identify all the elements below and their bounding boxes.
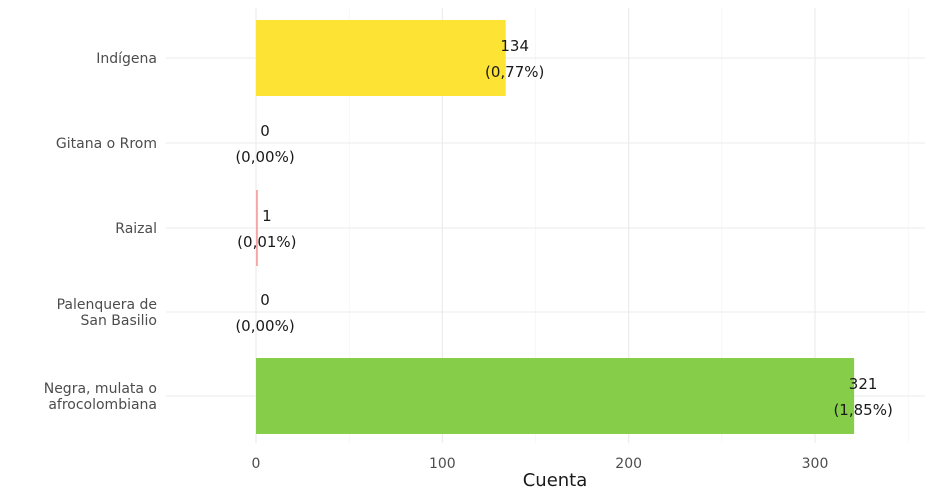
category-label: Gitana o Rrom [56,136,157,152]
category-labels: Indígena Gitana o Rrom Raizal Palenquera de… [44,51,157,413]
value-label: 1 [262,207,272,225]
x-tick-label: 0 [252,456,261,472]
category-label: Raizal [115,221,157,237]
x-tick-label: 200 [615,456,642,472]
percent-label: (0,77%) [485,63,544,81]
value-label: 0 [260,122,270,140]
bar: Raizal [256,190,258,266]
bar: Indígena [256,20,506,96]
value-label: 0 [260,291,270,309]
percent-label: (0,01%) [237,233,296,251]
percent-label: (0,00%) [235,317,294,335]
category-label: Indígena [96,51,157,67]
category-label: Negra, mulata o afrocolombiana [44,381,157,413]
bar: Negra, mulata o afrocolombiana [256,358,855,434]
percent-label: (0,00%) [235,148,294,166]
value-label: 321 [849,375,878,393]
data-labels: 134 (0,77%) 0 (0,00%) 1 (0,01%) 0 (0,00%) 321 (1,… [235,37,892,419]
x-tick-labels: 0 100 200 300 [252,456,829,472]
value-label: 134 [500,37,529,55]
category-label: Palenquera de San Basilio [57,297,157,329]
x-axis-title: Cuenta [523,470,588,491]
x-tick-label: 100 [429,456,456,472]
x-tick-label: 300 [802,456,829,472]
percent-label: (1,85%) [833,401,892,419]
